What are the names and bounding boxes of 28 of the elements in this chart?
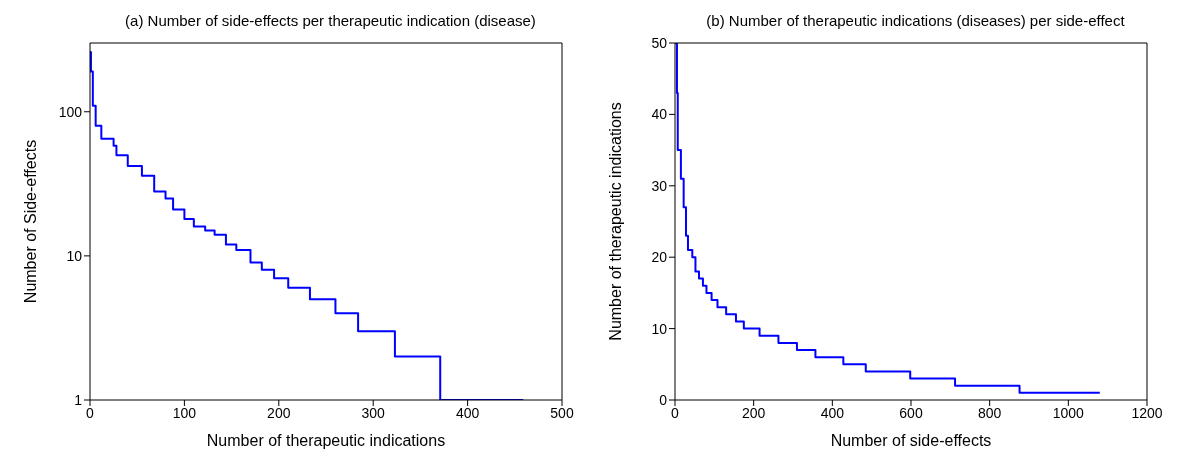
x-tick-label: 200: [741, 404, 766, 421]
x-tick-label: 400: [455, 404, 480, 421]
x-axis-title: Number of therapeutic indications: [206, 432, 446, 449]
y-tick-label: 40: [651, 106, 668, 123]
y-tick-label: 10: [651, 320, 668, 337]
x-tick-label: 1200: [1131, 404, 1163, 421]
y-tick-label: 20: [651, 249, 668, 266]
x-tick-label: 0: [671, 404, 680, 421]
y-tick-label: 1: [74, 391, 83, 408]
y-tick-label: 100: [58, 103, 83, 120]
x-tick-label: 500: [550, 404, 574, 421]
chart-title: (b) Number of therapeutic indications (diseases) per side-effect: [705, 12, 1126, 29]
x-tick-label: 0: [86, 404, 95, 421]
y-axis-title: Number of therapeutic indications: [606, 102, 624, 341]
x-tick-label: 300: [361, 404, 386, 421]
chart-title: (a) Number of side-effects per therapeutic indication (disease): [124, 12, 537, 29]
x-tick-label: 200: [267, 404, 291, 421]
y-tick-label: 0: [659, 391, 668, 408]
x-tick-label: 1000: [1052, 404, 1085, 421]
y-tick-label: 10: [66, 247, 83, 264]
x-tick-label: 400: [820, 404, 845, 421]
y-tick-label: 30: [651, 177, 668, 194]
x-axis-title: Number of side-effects: [830, 432, 992, 449]
x-tick-label: 600: [899, 404, 923, 421]
y-tick-label: 50: [651, 34, 668, 51]
x-tick-label: 100: [172, 404, 197, 421]
x-tick-label: 800: [977, 404, 1002, 421]
y-axis-title: Number of Side-effects: [21, 139, 39, 304]
